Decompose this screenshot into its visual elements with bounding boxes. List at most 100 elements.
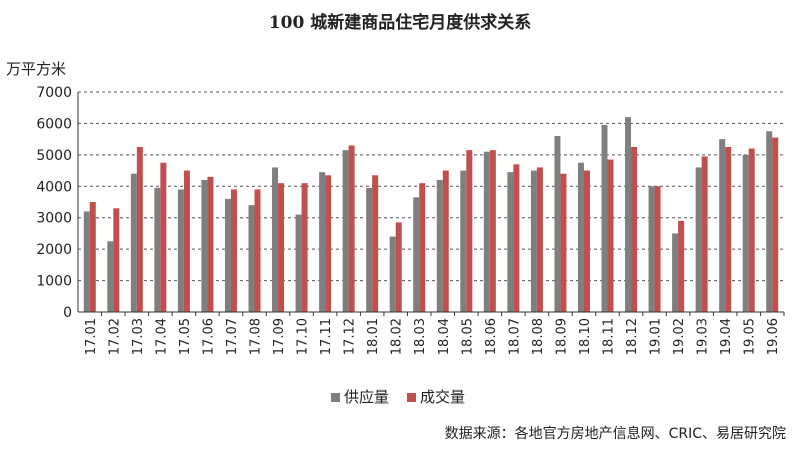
y-tick-label: 2000	[36, 242, 72, 258]
bar-sales	[631, 147, 638, 312]
x-tick-label: 17.08	[249, 318, 264, 355]
chart-title: 100 城新建商品住宅月度供求关系	[269, 12, 531, 33]
bar-supply	[625, 117, 632, 313]
bar-supply	[766, 131, 773, 312]
legend-label-sales: 成交量	[420, 388, 465, 406]
x-tick-label: 17.01	[84, 318, 99, 355]
bar-sales	[489, 150, 496, 312]
bar-supply	[224, 198, 231, 312]
bar-supply	[601, 125, 608, 312]
bar-supply	[577, 162, 584, 312]
y-tick-label: 6000	[36, 116, 72, 132]
x-tick-label: 18.12	[625, 318, 640, 355]
bar-supply	[719, 139, 726, 312]
bar-sales	[772, 137, 779, 312]
x-tick-label: 19.02	[672, 318, 687, 355]
bar-supply	[272, 167, 279, 312]
x-tick-label: 17.04	[154, 318, 169, 355]
bar-sales	[278, 183, 285, 312]
legend-swatch-sales	[407, 393, 416, 402]
bar-sales	[701, 156, 708, 312]
bar-sales	[325, 175, 332, 312]
x-tick-label: 18.07	[507, 318, 522, 355]
bar-sales	[442, 170, 449, 312]
bar-sales	[348, 145, 355, 312]
bar-sales	[419, 183, 426, 312]
x-tick-label: 18.09	[554, 318, 569, 355]
x-tick-label: 17.06	[201, 318, 216, 355]
x-tick-label: 19.01	[649, 318, 664, 355]
x-tick-label: 19.04	[719, 318, 734, 355]
bar-supply	[413, 197, 420, 312]
bar-supply	[295, 214, 302, 312]
bar-supply	[130, 173, 137, 312]
bar-sales	[136, 147, 143, 312]
bar-sales	[466, 150, 473, 312]
x-tick-label: 18.08	[531, 318, 546, 355]
bar-sales	[207, 176, 214, 312]
bar-sales	[513, 164, 520, 312]
y-tick-label: 1000	[36, 274, 72, 290]
bar-sales	[607, 159, 614, 312]
y-tick-labels: 0 1000 2000 3000 4000 5000 6000 7000	[36, 85, 72, 321]
bar-supply	[366, 187, 373, 312]
x-tick-label: 18.10	[578, 318, 593, 355]
y-tick-label: 0	[63, 305, 72, 321]
x-tick-labels: 17.01 17.02 17.03 17.04 17.05 17.06 17.07 17.08…	[84, 318, 781, 355]
bar-sales	[372, 175, 379, 312]
x-tick-label: 17.07	[225, 318, 240, 355]
x-tick-label: 19.05	[743, 318, 758, 355]
x-tick-label: 19.06	[766, 318, 781, 355]
bar-sales	[583, 170, 590, 312]
bar-supply	[319, 172, 326, 312]
bars	[83, 117, 779, 313]
x-tick-label: 18.03	[413, 318, 428, 355]
bar-supply	[389, 236, 396, 312]
x-tick-label: 17.12	[343, 318, 358, 355]
bar-sales	[89, 202, 96, 312]
bar-sales	[536, 167, 543, 312]
y-tick-label: 3000	[36, 211, 72, 227]
bar-supply	[695, 167, 702, 312]
bar-sales	[560, 173, 567, 312]
x-tick-label: 18.02	[390, 318, 405, 355]
bar-supply	[648, 186, 655, 312]
bar-sales	[160, 162, 167, 312]
legend-label-supply: 供应量	[344, 388, 389, 406]
data-source-note: 数据来源：各地官方房地产信息网、CRIC、易居研究院	[445, 425, 786, 442]
bar-supply	[436, 180, 443, 312]
bar-sales	[254, 189, 261, 312]
bar-supply	[201, 180, 208, 312]
axes	[77, 92, 785, 316]
y-tick-label: 4000	[36, 179, 72, 195]
bar-supply	[742, 154, 749, 312]
bar-supply	[154, 187, 161, 312]
y-axis-unit-label: 万平方米	[6, 60, 66, 78]
x-tick-label: 17.11	[319, 318, 334, 355]
x-tick-label: 19.03	[696, 318, 711, 355]
bar-supply	[177, 189, 184, 312]
x-tick-label: 17.02	[107, 318, 122, 355]
bar-supply	[672, 233, 679, 312]
x-tick-label: 18.05	[460, 318, 475, 355]
x-tick-label: 18.04	[437, 318, 452, 355]
x-tick-label: 17.09	[272, 318, 287, 355]
bar-sales	[301, 183, 308, 312]
bar-supply	[507, 172, 514, 312]
bar-sales	[678, 220, 685, 312]
bar-sales	[395, 222, 402, 312]
y-tick-label: 7000	[36, 85, 72, 101]
bar-sales	[113, 208, 120, 312]
gridlines	[78, 91, 784, 282]
x-tick-label: 17.03	[131, 318, 146, 355]
x-tick-label: 17.05	[178, 318, 193, 355]
bar-supply	[530, 170, 537, 312]
bar-supply	[342, 150, 349, 312]
legend-swatch-supply	[331, 393, 340, 402]
bar-sales	[725, 147, 732, 312]
bar-sales	[230, 189, 237, 312]
x-tick-label: 18.01	[366, 318, 381, 355]
x-tick-label: 18.11	[602, 318, 617, 355]
bar-supply	[83, 211, 90, 312]
